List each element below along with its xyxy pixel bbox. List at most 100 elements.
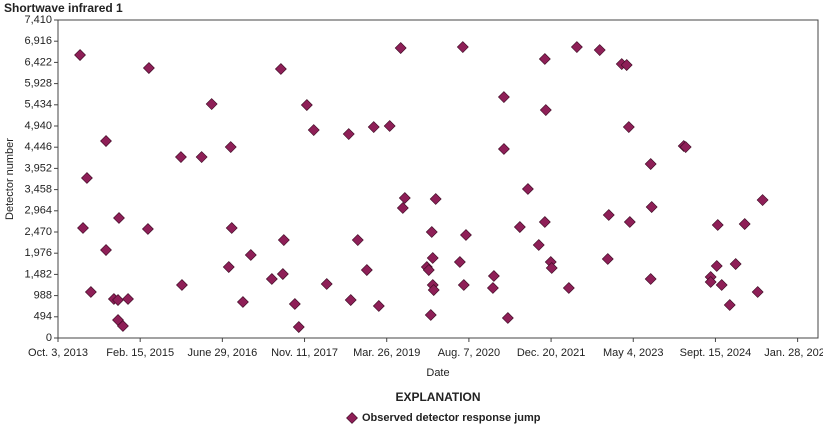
point <box>112 294 124 306</box>
point <box>538 53 551 65</box>
point <box>729 258 742 270</box>
point <box>116 320 129 332</box>
point <box>100 135 112 147</box>
point <box>427 284 440 296</box>
point <box>300 99 313 111</box>
x-tick-label: Jan. 28, 2026 <box>764 347 823 359</box>
point <box>497 143 510 155</box>
x-tick-label: Dec. 20, 2021 <box>517 347 586 359</box>
point <box>513 221 526 233</box>
point <box>602 209 615 221</box>
point <box>74 49 86 61</box>
point <box>751 286 764 298</box>
point <box>351 234 364 246</box>
x-tick-label: May 4, 2023 <box>603 347 664 359</box>
point <box>383 120 396 132</box>
point <box>320 278 333 290</box>
legend-title: EXPLANATION <box>395 390 480 404</box>
point <box>711 219 724 231</box>
point <box>545 262 558 274</box>
point <box>562 282 575 294</box>
point <box>84 286 97 298</box>
point <box>570 41 583 53</box>
x-tick-label: Mar. 26, 2019 <box>353 347 420 359</box>
point <box>715 279 728 291</box>
y-axis-label: Detector number <box>4 138 16 220</box>
y-tick-label: 1,482 <box>24 268 52 280</box>
y-tick-label: 5,434 <box>24 99 52 111</box>
point <box>501 312 514 324</box>
y-tick-label: 494 <box>34 311 52 323</box>
y-tick-label: 5,928 <box>24 78 52 90</box>
y-tick-label: 2,470 <box>24 226 52 238</box>
point <box>456 41 469 53</box>
point <box>679 141 692 153</box>
x-tick-label: Oct. 3, 2013 <box>28 347 88 359</box>
y-tick-label: 4,446 <box>24 141 52 153</box>
point <box>620 59 633 71</box>
y-tick-label: 3,458 <box>24 184 52 196</box>
y-tick-label: 6,422 <box>24 56 52 68</box>
point <box>453 256 466 268</box>
point <box>424 309 437 321</box>
x-tick-label: Sept. 15, 2024 <box>680 347 752 359</box>
legend-label: Observed detector response jump <box>362 412 541 424</box>
point <box>276 268 289 280</box>
point <box>225 222 238 234</box>
point <box>539 104 552 116</box>
point <box>344 294 357 306</box>
point <box>372 300 385 312</box>
y-tick-label: 988 <box>34 290 52 302</box>
point <box>175 151 187 163</box>
point <box>81 172 93 184</box>
point <box>142 62 155 74</box>
y-tick-label: 6,916 <box>24 35 52 47</box>
point <box>77 222 89 234</box>
point <box>723 299 736 311</box>
point <box>292 321 305 333</box>
x-tick-label: Feb. 15, 2015 <box>106 347 174 359</box>
point <box>429 193 442 205</box>
point <box>244 249 257 261</box>
point <box>521 183 534 195</box>
x-tick-label: Aug. 7, 2020 <box>438 347 500 359</box>
point <box>113 212 125 224</box>
point <box>645 201 658 213</box>
point <box>738 218 751 230</box>
point <box>274 63 287 75</box>
point <box>195 151 208 163</box>
point <box>425 226 438 238</box>
point <box>593 44 606 56</box>
point <box>265 273 278 285</box>
y-tick-label: 3,952 <box>24 162 52 174</box>
point <box>644 273 657 285</box>
point <box>307 124 320 136</box>
point <box>460 229 472 241</box>
point <box>486 282 499 294</box>
x-tick-label: Nov. 11, 2017 <box>271 347 338 359</box>
point <box>457 279 470 291</box>
point <box>342 128 355 140</box>
legend-marker <box>346 412 358 424</box>
point <box>224 141 237 153</box>
point <box>623 216 636 228</box>
point <box>236 296 249 308</box>
point <box>622 121 635 133</box>
point <box>141 223 154 235</box>
point <box>497 91 510 103</box>
point <box>398 192 411 204</box>
x-axis-label: Date <box>426 367 449 379</box>
point <box>288 298 301 310</box>
point <box>422 264 435 276</box>
point <box>394 42 407 54</box>
point <box>644 158 657 170</box>
point <box>205 98 218 110</box>
point <box>538 216 551 228</box>
point <box>710 260 723 272</box>
point <box>176 279 188 291</box>
point <box>100 244 112 256</box>
chart-title: Shortwave infrared 1 <box>4 1 123 15</box>
point <box>704 276 717 288</box>
point <box>277 234 290 246</box>
